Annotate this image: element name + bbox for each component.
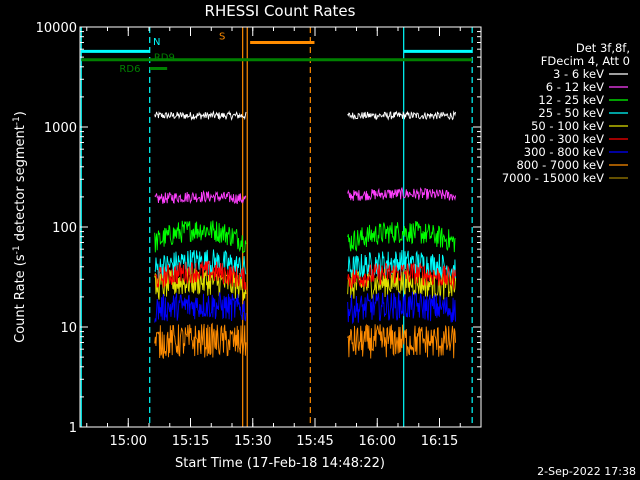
series-line	[347, 262, 457, 290]
y-tick-label: 10000	[36, 21, 77, 36]
state-bar-label: N	[153, 37, 160, 48]
series-line	[347, 323, 457, 359]
x-axis-label: Start Time (17-Feb-18 14:48:22)	[175, 456, 385, 471]
footer-date: 2-Sep-2022 17:38	[537, 465, 636, 478]
y-tick-label: 10	[60, 321, 77, 336]
x-tick-label: 15:30	[234, 434, 271, 449]
legend-entry-label: 12 - 25 keV	[538, 93, 604, 107]
y-tick-label: 100	[52, 221, 77, 236]
series-line	[347, 110, 457, 121]
y-tick-label: 1	[69, 421, 77, 436]
series-line	[154, 189, 247, 205]
series-line	[154, 292, 247, 323]
legend-entry-label: 25 - 50 keV	[538, 106, 604, 120]
legend-entry-label: 300 - 800 keV	[524, 145, 604, 159]
legend-entry-label: 100 - 300 keV	[524, 132, 604, 146]
x-tick-label: 15:45	[296, 434, 333, 449]
series-line	[154, 220, 247, 253]
x-tick-label: 15:00	[110, 434, 147, 449]
axes: 1 10 100 1000 10000 15:00 15:15 15:30 15:45 16:00…	[36, 21, 482, 449]
legend-entry-label: 6 - 12 keV	[546, 80, 604, 94]
state-label: RD6	[119, 64, 140, 75]
state-bar-label: S	[219, 31, 225, 42]
series-line	[154, 266, 247, 301]
series-line	[347, 249, 457, 282]
legend-header-line-2: FDecim 4, Att 0	[541, 54, 630, 68]
series-line	[154, 249, 247, 280]
x-tick-label: 15:15	[172, 434, 209, 449]
chart-title: RHESSI Count Rates	[205, 2, 356, 20]
x-tick-label: 16:15	[421, 434, 458, 449]
plot-area: N RD9 S RD6	[80, 27, 473, 427]
legend-entry-label: 800 - 7000 keV	[516, 158, 604, 172]
series-line	[154, 322, 247, 359]
series-line	[154, 260, 247, 290]
series-line	[347, 291, 457, 325]
series-line	[347, 221, 456, 253]
y-tick-label: 1000	[44, 121, 77, 136]
y-axis-label: Count Rate (s-1 detector segment-1)	[12, 111, 28, 343]
legend-header-line-1: Det 3f,8f,	[576, 41, 630, 55]
series-line	[154, 110, 247, 121]
x-tick-label: 16:00	[359, 434, 396, 449]
series-line	[347, 186, 457, 201]
state-bar-label: RD9	[154, 52, 175, 63]
legend-entry-label: 50 - 100 keV	[531, 119, 604, 133]
legend-entry-label: 7000 - 15000 keV	[502, 171, 604, 185]
legend-entry-label: 3 - 6 keV	[553, 67, 604, 81]
